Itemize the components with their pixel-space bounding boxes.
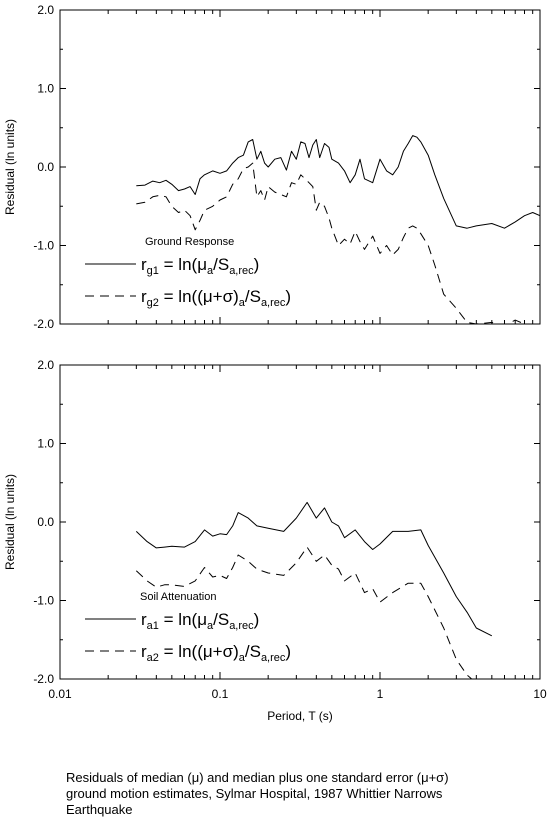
y-tick-label: -1.0: [33, 594, 54, 608]
y-tick-label: 1.0: [37, 82, 54, 96]
y-axis-label: Residual (ln units): [3, 474, 17, 570]
y-tick-label: -2.0: [33, 317, 54, 331]
legend-entry: ra1 = ln(μa/Sa,rec): [141, 610, 259, 632]
legend-entry: rg1 = ln(μa/Sa,rec): [141, 255, 259, 277]
series-line-dashed: [135, 546, 473, 679]
caption-line-2: ground motion estimates, Sylmar Hospital…: [66, 786, 443, 801]
panel-soil-attenuation: 2.0 1.0 0.0 -1.0 -2.00.01 0.1 1 10 Period, T (s)…: [3, 358, 547, 723]
plot-frame: [59, 364, 541, 680]
caption-line-3: Earthquake: [66, 802, 133, 817]
y-tick-label: 2.0: [37, 358, 54, 372]
series-line-solid: [135, 501, 493, 637]
legend-entry: ra2 = ln((μ+σ)a/Sa,rec): [141, 642, 291, 664]
x-tick-label: 10: [533, 687, 547, 701]
y-axis-label: Residual (ln units): [3, 119, 17, 215]
caption-line-1: Residuals of median (μ) and median plus …: [66, 770, 449, 785]
y-tick-label: 0.0: [37, 515, 54, 529]
x-tick-label: 1: [377, 687, 384, 701]
y-tick-label: 1.0: [37, 437, 54, 451]
plot-frame: [59, 9, 541, 325]
y-tick-label: 2.0: [37, 3, 54, 17]
y-tick-label: -1.0: [33, 239, 54, 253]
y-tick-label: -2.0: [33, 672, 54, 686]
panel-ground-response: 2.0 1.0 0.0 -1.0 -2.0 Residual (ln units) Grou…: [3, 3, 541, 331]
y-tick-label: 0.0: [37, 160, 54, 174]
x-tick-label: 0.01: [48, 687, 72, 701]
panel-annotation: Ground Response: [145, 236, 234, 248]
series-line-solid: [136, 135, 540, 229]
x-axis-label: Period, T (s): [267, 709, 333, 723]
x-tick-label: 0.1: [212, 687, 229, 701]
legend-entry: rg2 = ln((μ+σ)a/Sa,rec): [141, 287, 291, 309]
panel-annotation: Soil Attenuation: [140, 591, 216, 603]
series-line-dashed: [136, 162, 528, 324]
figure-caption: Residuals of median (μ) and median plus …: [66, 770, 536, 818]
